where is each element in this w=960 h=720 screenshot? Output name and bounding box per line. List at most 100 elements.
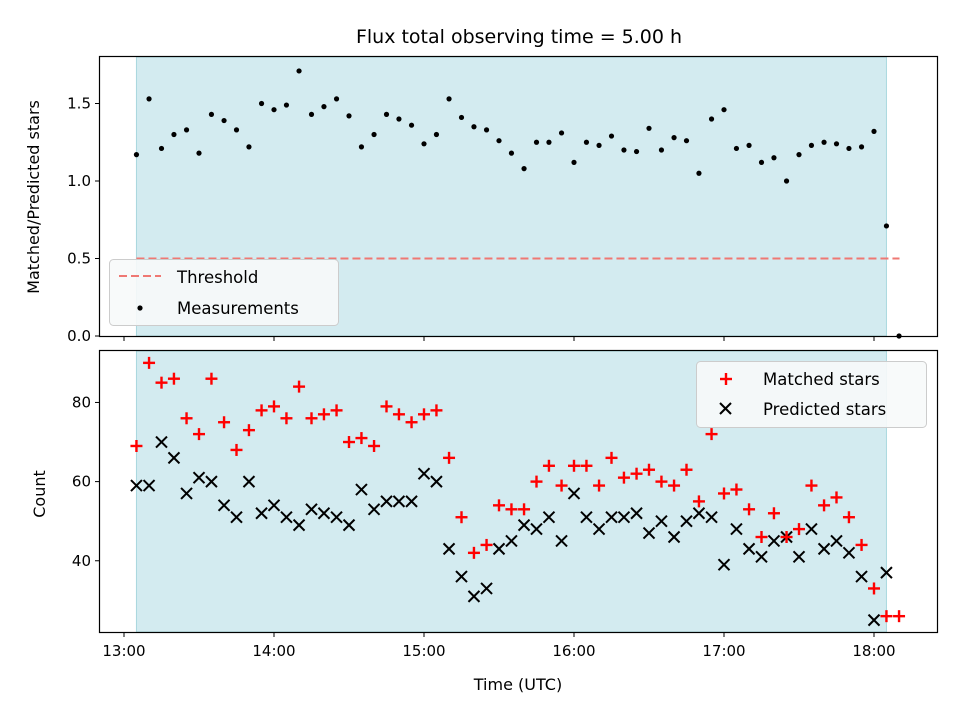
bottom-y-tick-label: 60 — [72, 473, 91, 491]
matched-star-marker — [555, 479, 568, 492]
matched-star-marker — [605, 451, 618, 464]
bottom-y-axis-label: Count — [30, 470, 49, 518]
predicted-star-marker — [255, 507, 268, 520]
measurement-point — [533, 139, 540, 145]
matched-star-marker — [443, 451, 456, 464]
predicted-star-marker — [192, 471, 206, 484]
matched-star-marker — [493, 499, 505, 512]
predicted-star-marker — [630, 507, 643, 520]
matched-star-marker — [730, 483, 743, 496]
predicted-star-marker — [405, 495, 418, 508]
measurement-point — [708, 116, 715, 122]
chart-title: Flux total observing time = 5.00 h — [356, 26, 682, 48]
measurement-point — [383, 111, 390, 117]
measurement-point — [771, 155, 777, 161]
matched-star-marker — [405, 416, 418, 429]
bottom-legend-box — [696, 361, 927, 428]
predicted-star-marker — [530, 522, 543, 536]
measurement-point — [696, 170, 702, 176]
measurement-point — [396, 116, 402, 122]
matched-star-marker — [280, 412, 293, 425]
matched-star-marker — [155, 376, 168, 389]
predicted-star-marker — [180, 487, 193, 500]
measurement-point — [408, 122, 415, 128]
predicted-star-marker — [567, 487, 581, 500]
matched-star-marker — [668, 479, 681, 492]
matched-star-marker — [893, 610, 906, 623]
matched-star-marker — [293, 380, 306, 393]
measurement-point — [558, 130, 565, 136]
predicted-star-marker — [455, 570, 468, 583]
matched-star-marker — [218, 416, 231, 429]
bottom-axes-frame — [98, 349, 939, 634]
top-y-axis-label: Matched/Predicted stars — [24, 100, 43, 294]
matched-star-marker — [780, 531, 793, 544]
matched-star-marker — [655, 475, 668, 488]
matched-star-marker — [355, 432, 368, 445]
matched-star-marker — [205, 372, 218, 385]
measurement-point — [658, 147, 665, 153]
matched-star-marker — [368, 439, 381, 452]
matched-star-marker — [692, 495, 705, 508]
measurement-point — [846, 145, 852, 152]
measurement-point — [571, 159, 577, 165]
measurement-point — [496, 138, 502, 144]
predicted-star-marker — [305, 503, 318, 516]
predicted-star-marker — [355, 483, 368, 496]
matched-star-marker — [305, 412, 318, 425]
predicted-star-marker — [842, 546, 856, 560]
measurement-point — [158, 145, 165, 152]
matched-star-marker — [568, 459, 580, 472]
matched-star-marker — [518, 503, 531, 516]
predicted-star-marker — [442, 542, 456, 556]
measurement-point — [796, 152, 802, 158]
predicted-star-marker — [280, 511, 293, 524]
matched-star-marker — [818, 499, 831, 512]
measurement-point — [133, 152, 140, 158]
predicted-star-marker — [417, 467, 431, 480]
measurement-point — [283, 102, 290, 108]
predicted-star-marker — [680, 514, 693, 528]
matched-star-marker — [343, 436, 355, 449]
top-y-tick-label: 0.0 — [67, 327, 91, 345]
predicted-star-marker — [792, 550, 806, 564]
measurement-point — [546, 139, 552, 145]
predicted-star-marker — [155, 435, 168, 449]
measurement-point — [246, 144, 252, 150]
predicted-star-marker — [342, 518, 356, 532]
matched-star-marker — [842, 511, 855, 524]
legend-matched-swatch — [720, 373, 732, 385]
matched-star-marker — [380, 400, 393, 413]
matched-star-marker — [617, 471, 630, 484]
predicted-star-marker — [492, 542, 506, 556]
matched-star-marker — [392, 408, 405, 421]
matched-star-marker — [718, 487, 730, 500]
legend-predicted-swatch — [719, 402, 732, 415]
measurement-point — [371, 131, 377, 138]
legend-measurements-swatch — [137, 305, 143, 311]
predicted-star-marker — [867, 613, 881, 627]
measurement-point — [233, 127, 240, 133]
measurement-point — [208, 111, 215, 117]
matched-star-marker — [193, 428, 205, 441]
x-tick-label: 18:00 — [852, 642, 895, 660]
measurement-point — [421, 141, 427, 147]
matched-star-marker — [755, 531, 768, 544]
x-tick-label: 13:00 — [102, 642, 145, 660]
predicted-star-marker — [330, 511, 343, 524]
measurement-point — [758, 159, 765, 165]
matched-star-marker — [805, 479, 818, 492]
matched-star-marker — [542, 459, 555, 472]
matched-star-marker — [705, 428, 718, 441]
predicted-star-marker — [467, 590, 481, 603]
measurement-point — [258, 100, 265, 107]
predicted-star-marker — [292, 518, 306, 532]
bottom-panel: 13:00 14:00 15:00 16:00 17:00 18:00 40 60 80 Cou… — [30, 349, 939, 660]
matched-star-marker — [330, 404, 343, 417]
top-legend-box — [109, 259, 339, 326]
predicted-star-marker — [667, 530, 681, 544]
legend-matched-label: Matched stars — [763, 370, 880, 389]
legend-threshold-label: Threshold — [176, 268, 258, 287]
predicted-star-marker — [592, 522, 606, 536]
legend-measurements-label: Measurements — [177, 299, 299, 318]
